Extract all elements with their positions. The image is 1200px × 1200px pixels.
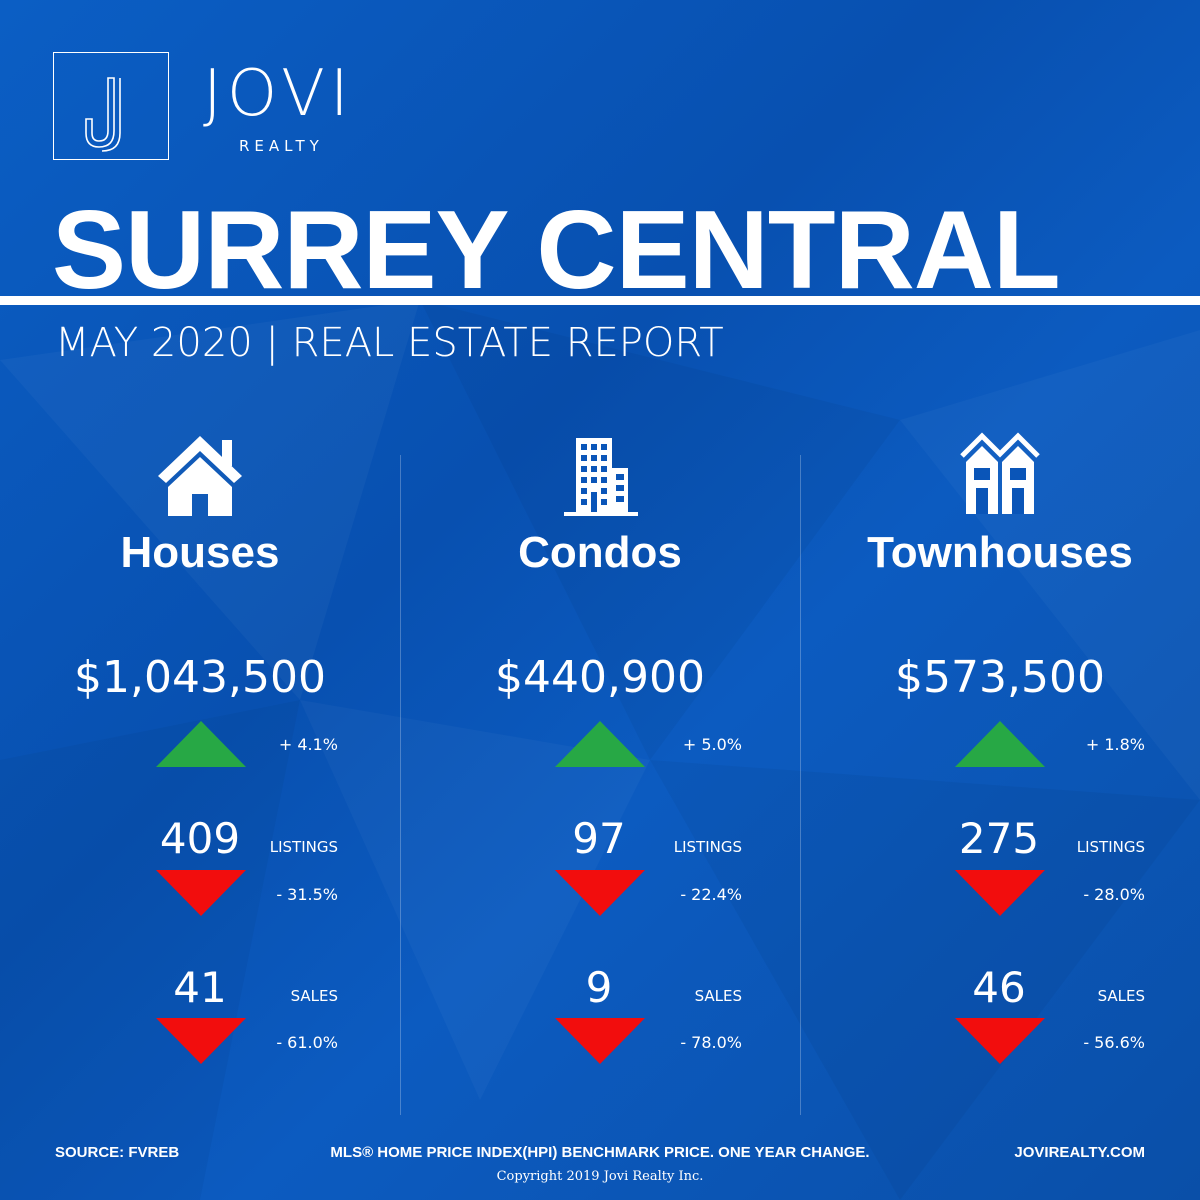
townhouses-column: Townhouses $573,500 + 1.8% 275 LISTINGS … [800,430,1200,1090]
sales-change: - 78.0% [680,1033,742,1052]
listings-change: - 31.5% [276,885,338,904]
column-heading: Townhouses [867,528,1133,577]
price-change: + 4.1% [278,735,338,754]
column-divider [400,455,401,1115]
sales-label: SALES [694,987,742,1005]
listings-change: - 22.4% [680,885,742,904]
trend-up-icon [955,721,1045,767]
condos-column: Condos $440,900 + 5.0% 97 LISTINGS - 22.… [400,430,800,1090]
listings-change: - 28.0% [1083,885,1145,904]
house-icon [0,430,400,520]
website-link[interactable]: JOVIREALTY.COM [1014,1144,1145,1161]
sales-count: 9 [585,963,613,1012]
sales-count: 41 [173,963,227,1012]
trend-down-icon [955,1018,1045,1064]
listings-label: LISTINGS [269,838,338,856]
listings-count: 97 [572,814,626,863]
trend-down-icon [156,1018,246,1064]
benchmark-price: $573,500 [895,652,1105,703]
trend-down-icon [156,870,246,916]
sales-count: 46 [972,963,1026,1012]
sales-label: SALES [1097,987,1145,1005]
trend-up-icon [156,721,246,767]
sales-change: - 56.6% [1083,1033,1145,1052]
listings-label: LISTINGS [1076,838,1145,856]
houses-column: Houses $1,043,500 + 4.1% 409 LISTINGS - … [0,430,400,1090]
logo-mark [53,52,169,160]
column-heading: Condos [518,528,682,577]
column-divider [800,455,801,1115]
listings-count: 275 [958,814,1040,863]
brand-subtitle: REALTY [239,137,324,155]
trend-up-icon [555,721,645,767]
price-change: + 1.8% [1085,735,1145,754]
source-note: SOURCE: FVREB [55,1144,180,1161]
trend-down-icon [955,870,1045,916]
brand-name: JOVI [203,57,354,131]
column-heading: Houses [120,528,280,577]
sales-change: - 61.0% [276,1033,338,1052]
sales-label: SALES [290,987,338,1005]
report-subtitle: MAY 2020 | REAL ESTATE REPORT [55,320,724,366]
benchmark-price: $440,900 [495,652,705,703]
condo-building-icon [400,430,800,520]
methodology-note: MLS® HOME PRICE INDEX(HPI) BENCHMARK PRI… [330,1144,870,1161]
townhouse-icon [800,430,1200,520]
jovi-logo-icon [85,77,121,152]
copyright-notice: Copyright 2019 Jovi Realty Inc. [496,1169,704,1184]
listings-label: LISTINGS [673,838,742,856]
listings-count: 409 [159,814,241,863]
price-change: + 5.0% [682,735,742,754]
trend-down-icon [555,1018,645,1064]
page-title: SURREY CENTRAL [52,188,1061,312]
trend-down-icon [555,870,645,916]
title-underline [0,296,1200,305]
benchmark-price: $1,043,500 [74,652,326,703]
